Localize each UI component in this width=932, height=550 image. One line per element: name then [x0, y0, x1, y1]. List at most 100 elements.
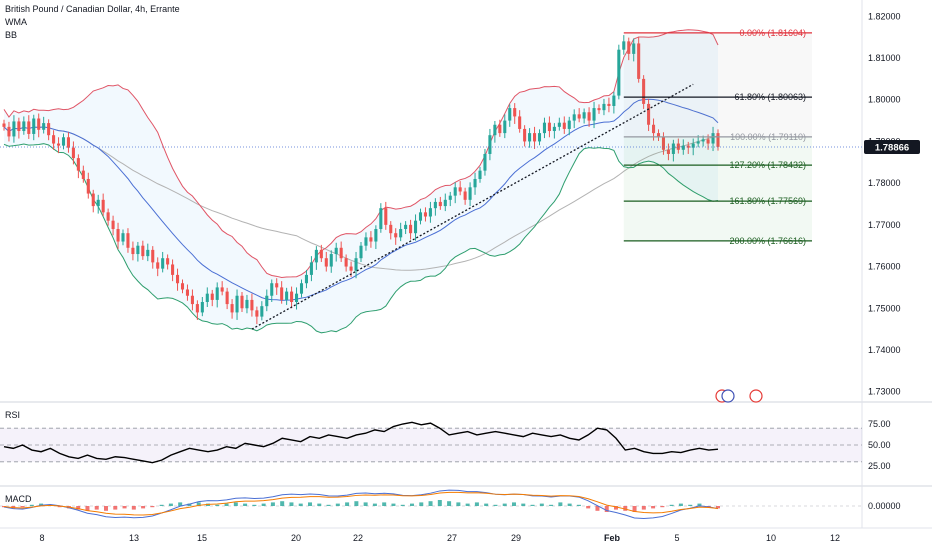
- candle: [255, 310, 259, 317]
- candle: [602, 103, 606, 111]
- candle: [235, 295, 239, 313]
- candle: [96, 199, 100, 207]
- candle: [66, 137, 70, 148]
- macd-pane-label[interactable]: MACD: [5, 494, 32, 504]
- candle: [225, 291, 229, 305]
- macd-histogram-bar: [502, 503, 507, 506]
- candle: [106, 212, 110, 221]
- macd-histogram-bar: [298, 503, 303, 506]
- macd-histogram-bar: [159, 504, 164, 506]
- canada-flag-icon: [749, 389, 763, 403]
- macd-histogram-bar: [716, 506, 720, 509]
- rsi-axis-tick: 50.00: [868, 440, 891, 450]
- candle: [691, 143, 695, 148]
- macd-histogram-bar: [57, 506, 62, 508]
- candle: [180, 283, 185, 290]
- macd-histogram-bar: [354, 501, 359, 506]
- macd-histogram-bar: [651, 506, 656, 509]
- candle: [111, 220, 115, 230]
- macd-histogram-bar: [178, 502, 183, 506]
- bb-indicator-label[interactable]: BB: [5, 30, 18, 40]
- macd-histogram-bar: [419, 502, 424, 506]
- candle: [126, 233, 130, 248]
- candle: [185, 289, 189, 296]
- macd-histogram-bar: [270, 502, 275, 506]
- candle: [131, 247, 135, 255]
- macd-histogram-bar: [428, 501, 433, 506]
- candle: [513, 108, 517, 117]
- candle: [503, 120, 507, 134]
- candle: [537, 133, 542, 142]
- candle: [448, 195, 452, 200]
- price-axis-tick: 1.77000: [868, 220, 901, 230]
- macd-histogram-bar: [678, 503, 683, 506]
- macd-histogram-bar: [669, 504, 674, 506]
- candle: [27, 121, 31, 134]
- macd-histogram-bar: [39, 503, 44, 506]
- candle: [309, 262, 313, 275]
- price-axis-tick: 1.73000: [868, 387, 901, 397]
- macd-histogram-bar: [252, 504, 257, 506]
- time-axis-tick: 12: [830, 533, 840, 543]
- price-axis-tick: 1.82000: [868, 11, 901, 21]
- macd-histogram-bar: [131, 506, 136, 510]
- candle: [384, 208, 388, 225]
- macd-histogram-bar: [104, 506, 108, 511]
- macd-signal-line: [3, 491, 719, 516]
- candle: [354, 258, 358, 271]
- rsi-line: [3, 421, 719, 464]
- candle: [647, 103, 651, 125]
- macd-histogram-bar: [372, 503, 377, 506]
- macd-histogram-bar: [20, 506, 25, 508]
- candle: [200, 302, 204, 313]
- macd-histogram-bar: [382, 502, 387, 506]
- candle: [151, 249, 155, 263]
- candle: [250, 299, 254, 311]
- wma-indicator-label[interactable]: WMA: [5, 17, 27, 27]
- candle: [478, 170, 482, 179]
- candle: [91, 193, 95, 207]
- macd-histogram-bar: [187, 503, 192, 506]
- macd-histogram-bar: [29, 504, 34, 506]
- macd-histogram-bar: [576, 504, 581, 506]
- candle: [101, 199, 105, 213]
- macd-histogram-bar: [168, 503, 173, 506]
- candle: [141, 245, 145, 257]
- macd-histogram-bar: [410, 503, 414, 506]
- candle: [47, 123, 51, 136]
- candle: [304, 274, 308, 284]
- price-axis-tick: 1.76000: [868, 262, 901, 272]
- macd-histogram-bar: [512, 502, 516, 506]
- macd-histogram-bar: [484, 503, 489, 506]
- fib-zone-lower: [623, 136, 812, 241]
- macd-histogram-bar: [289, 502, 294, 506]
- candle: [339, 247, 343, 259]
- candle: [587, 112, 591, 121]
- macd-histogram-bar: [493, 504, 498, 506]
- candle: [518, 116, 522, 129]
- rsi-pane-label[interactable]: RSI: [5, 410, 21, 420]
- candle: [443, 199, 447, 207]
- candle: [542, 122, 546, 134]
- macd-histogram-bar: [224, 503, 229, 506]
- macd-histogram-bar: [641, 506, 646, 510]
- candle: [607, 103, 611, 106]
- macd-histogram-bar: [215, 504, 220, 506]
- candle: [701, 139, 705, 142]
- time-axis-tick: Feb: [604, 533, 621, 543]
- macd-histogram-bar: [660, 506, 665, 508]
- candle: [52, 135, 56, 144]
- macd-histogram-bar: [261, 503, 266, 506]
- candle: [359, 245, 363, 259]
- time-axis-tick: 20: [291, 533, 301, 543]
- price-axis-tick: 1.78000: [868, 178, 901, 188]
- candle: [220, 287, 224, 292]
- macd-histogram-bar: [623, 506, 628, 511]
- candle: [280, 287, 284, 300]
- candle: [161, 258, 165, 269]
- bollinger-basis-line: [3, 98, 719, 301]
- bollinger-lower-line: [3, 143, 719, 334]
- macd-histogram-bar: [122, 506, 127, 509]
- fib-level-label: 200.00% (1.76616): [729, 236, 806, 246]
